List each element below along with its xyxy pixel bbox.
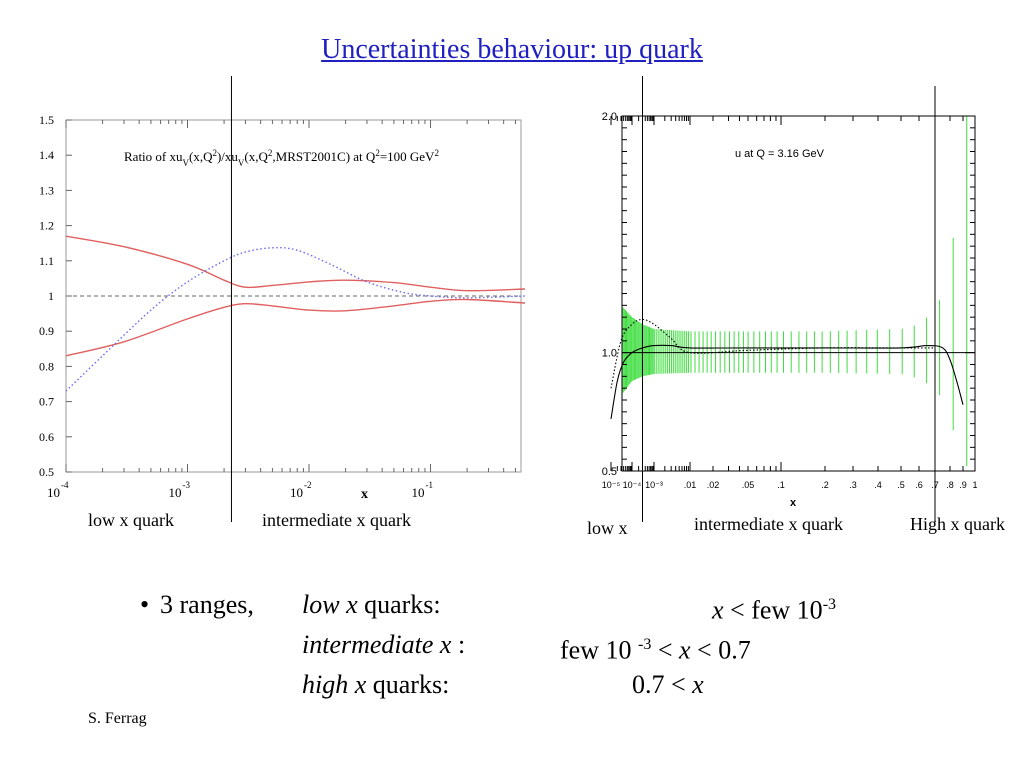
right-x-tick-label: .01 bbox=[684, 480, 697, 490]
left-y-tick-label: 0.6 bbox=[39, 430, 54, 444]
slide-title: Uncertainties behaviour: up quark bbox=[321, 34, 703, 65]
left-x-tick-label: 10 bbox=[47, 485, 60, 500]
right-series bbox=[610, 318, 964, 419]
left-region-label-low: low x quark bbox=[88, 510, 174, 530]
left-y-tick-label: 0.7 bbox=[39, 395, 54, 409]
range-name-high: high x quarks: bbox=[302, 670, 450, 699]
left-x-tick-exponent: -3 bbox=[183, 480, 191, 490]
right-x-tick-label: .05 bbox=[742, 480, 755, 490]
left-y-tick-label: 0.5 bbox=[39, 465, 54, 479]
left-x-tick-exponent: -2 bbox=[304, 480, 312, 490]
right-y-tick-label: 0.5 bbox=[602, 466, 617, 478]
right-x-tick-label: .9 bbox=[959, 480, 967, 490]
left-x-tick-exponent: -1 bbox=[426, 480, 434, 490]
left-y-tick-label: 1.4 bbox=[39, 148, 54, 162]
right-x-tick-label: 1 bbox=[972, 480, 977, 490]
right-x-tick-label: 10⁻⁴ bbox=[623, 480, 642, 490]
right-y-axis: 0.5 1.0 2.0 bbox=[602, 111, 617, 478]
left-y-tick-label: 0.9 bbox=[39, 324, 54, 338]
left-y-tick-label: 1.1 bbox=[39, 254, 54, 268]
right-x-tick-label: .8 bbox=[946, 480, 954, 490]
right-x-tick-label: .2 bbox=[821, 480, 829, 490]
bullet-lead: 3 ranges, bbox=[160, 590, 254, 619]
right-x-tick-label: 10⁻⁵ bbox=[602, 480, 621, 490]
right-x-label: x bbox=[790, 497, 797, 509]
left-x-tick-label: 10 bbox=[169, 485, 182, 500]
range-name-intermediate: intermediate x : bbox=[302, 630, 466, 659]
left-series-lower-band bbox=[65, 298, 526, 357]
right-x-tick-label: .6 bbox=[915, 480, 923, 490]
range-value-high: 0.7 < x bbox=[632, 670, 704, 699]
right-region-label-intermediate: intermediate x quark bbox=[694, 514, 843, 534]
right-chart: 0.5 1.0 2.0 10⁻⁵ 10⁻⁴ 10⁻³ .01 .02 .05 .1 .2 .3 .4.… bbox=[602, 111, 978, 509]
left-x-tick-label: 10 bbox=[290, 485, 303, 500]
left-y-tick-label: 1.3 bbox=[39, 183, 54, 197]
right-x-tick-label: .4 bbox=[874, 480, 882, 490]
left-y-tick-label: 1.5 bbox=[39, 113, 54, 127]
right-x-tick-label: .1 bbox=[777, 480, 785, 490]
right-series-comparison bbox=[610, 318, 935, 389]
left-series-alternative-fit bbox=[65, 246, 526, 392]
left-x-tick-exponent: -4 bbox=[61, 480, 69, 490]
right-plot-frame bbox=[621, 115, 976, 472]
right-y-tick-label: 1.0 bbox=[602, 348, 617, 360]
left-x-label: x bbox=[361, 487, 368, 502]
author-footer: S. Ferrag bbox=[88, 710, 147, 727]
range-name-low: low x quarks: bbox=[302, 590, 441, 619]
left-y-axis: 0.5 0.6 0.7 0.8 0.9 1 1.1 1.2 1.3 1.4 1.5 bbox=[39, 113, 72, 479]
left-y-tick-label: 1.2 bbox=[39, 219, 54, 233]
range-value-low: x < few 10-3 bbox=[712, 595, 837, 625]
left-series-upper-band bbox=[65, 235, 526, 292]
left-chart-title: Ratio of xuV(x,Q2)/xuV(x,Q2,MRST2001C) a… bbox=[124, 148, 439, 168]
right-y-tick-label: 2.0 bbox=[602, 111, 617, 123]
left-region-label-intermediate: intermediate x quark bbox=[262, 510, 411, 530]
left-chart: 0.50.60.70.80.911.11.21.31.41.5 10 -4 10 -3… bbox=[39, 113, 526, 502]
right-region-label-high: High x quark bbox=[910, 514, 1005, 534]
left-y-tick-label: 0.8 bbox=[39, 359, 54, 373]
range-value-intermediate: few 10 -3 < x < 0.7 bbox=[560, 635, 751, 665]
left-x-tick-label: 10 bbox=[412, 485, 425, 500]
right-frame-ticks bbox=[610, 115, 975, 472]
right-x-tick-label: .02 bbox=[707, 480, 720, 490]
right-chart-title: u at Q = 3.16 GeV bbox=[735, 148, 825, 160]
right-x-tick-label: 10⁻³ bbox=[645, 480, 663, 490]
right-x-tick-label: .3 bbox=[849, 480, 857, 490]
bullet-marker: • bbox=[140, 590, 150, 619]
region-dividers bbox=[230, 76, 936, 522]
left-series bbox=[65, 235, 526, 392]
right-x-axis: 10⁻⁵10⁻⁴10⁻³.01.02.05.1.2.3.4.5.6.7.8.91 bbox=[602, 480, 978, 490]
left-x-axis: 10 -4 10 -3 10 -2 10 -1 bbox=[47, 120, 516, 500]
right-series-central bbox=[610, 344, 964, 419]
right-region-label-low: low x bbox=[587, 518, 628, 538]
right-x-tick-label: .5 bbox=[897, 480, 905, 490]
left-y-tick-label: 1 bbox=[48, 289, 54, 303]
right-uncertainty-band bbox=[621, 116, 968, 467]
